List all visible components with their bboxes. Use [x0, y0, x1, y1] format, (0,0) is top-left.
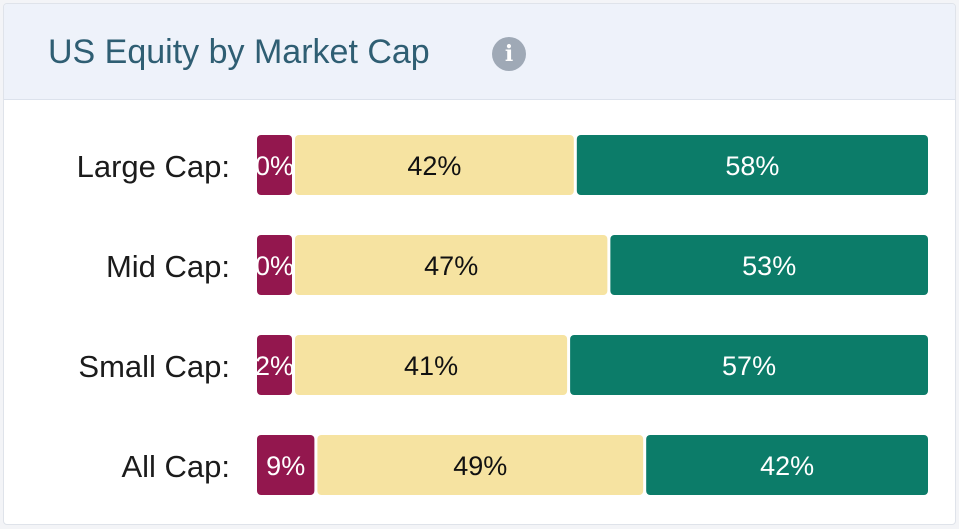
data-label: 58%	[725, 151, 779, 181]
category-label: Small Cap:	[78, 349, 230, 384]
data-label: 9%	[266, 451, 305, 481]
data-label: 41%	[404, 351, 458, 381]
category-label: Large Cap:	[77, 149, 230, 184]
bar-segment	[317, 435, 644, 495]
category-label: All Cap:	[121, 449, 230, 484]
bar-segment	[295, 335, 568, 395]
category-label: Mid Cap:	[106, 249, 230, 284]
bar-segment	[295, 135, 574, 195]
bar-segment	[610, 235, 928, 295]
equity-card: US Equity by Market Cap i Large Cap: 0% 42…	[3, 3, 956, 525]
data-label: 2%	[255, 351, 294, 381]
data-label: 42%	[407, 151, 461, 181]
bar-segment	[576, 135, 928, 195]
data-label: 42%	[760, 451, 814, 481]
bar-segment	[570, 335, 928, 395]
card-header: US Equity by Market Cap i	[4, 4, 955, 100]
bar-segment	[295, 235, 608, 295]
info-icon[interactable]: i	[492, 37, 526, 71]
bar-segment	[257, 235, 292, 295]
stacked-bar-chart: Large Cap: 0% 42% 58% Mid Cap: 0% 47% 53% Small …	[77, 135, 928, 495]
data-label: 53%	[742, 251, 796, 281]
bar-segment	[257, 435, 315, 495]
data-label: 57%	[722, 351, 776, 381]
data-label: 0%	[255, 251, 294, 281]
card-title: US Equity by Market Cap	[48, 33, 430, 71]
bar-segment	[257, 135, 292, 195]
data-label: 0%	[255, 151, 294, 181]
data-label: 49%	[453, 451, 507, 481]
data-label: 47%	[424, 251, 478, 281]
bar-segment	[257, 335, 292, 395]
bar-segment	[646, 435, 928, 495]
